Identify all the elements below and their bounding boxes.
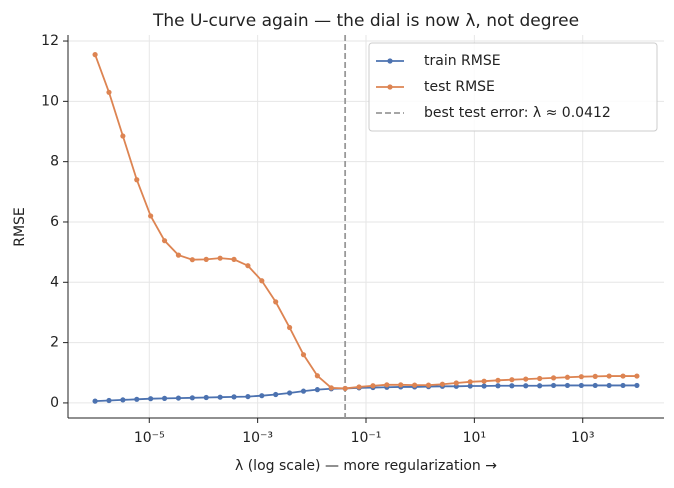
data-point [175, 395, 182, 401]
data-point [523, 376, 529, 382]
chart-title: The U-curve again — the dial is now λ, n… [152, 11, 579, 31]
data-point [161, 395, 168, 401]
data-point [370, 383, 376, 389]
data-point [481, 383, 487, 389]
data-point [273, 391, 279, 398]
data-point [300, 352, 307, 358]
legend-label: train RMSE [424, 53, 501, 69]
legend-marker [387, 84, 393, 90]
data-point [189, 257, 195, 263]
y-axis-label: RMSE [12, 207, 28, 247]
data-point [342, 385, 348, 392]
y-tick-label: 10 [41, 93, 59, 109]
data-point [259, 393, 265, 399]
data-point [634, 382, 640, 389]
x-tick-label: 10⁻⁵ [134, 430, 165, 446]
data-point [231, 394, 237, 400]
series-line [94, 54, 637, 390]
data-point [356, 384, 362, 390]
data-point [217, 394, 223, 400]
data-point [578, 374, 584, 380]
data-point [92, 52, 98, 58]
data-point [300, 388, 307, 394]
data-point [384, 382, 390, 388]
data-point [148, 396, 154, 402]
y-tick-label: 4 [50, 274, 59, 290]
series-line [95, 384, 637, 403]
data-point [467, 379, 473, 385]
data-point [231, 256, 237, 262]
y-tick-label: 12 [41, 33, 59, 49]
data-point [592, 382, 598, 389]
data-point [412, 382, 418, 388]
data-point [620, 373, 626, 379]
data-point [398, 382, 404, 388]
x-tick-label: 10³ [571, 430, 594, 446]
legend-box [368, 42, 658, 132]
data-point [620, 382, 626, 389]
data-point [314, 373, 320, 379]
data-point [606, 382, 612, 389]
data-point [495, 377, 501, 383]
data-point [189, 395, 195, 401]
x-axis-label: λ (log scale) — more regularization → [235, 458, 497, 474]
y-tick-label: 0 [50, 395, 59, 411]
data-point [134, 396, 140, 402]
data-point [634, 373, 640, 379]
data-point [286, 390, 293, 396]
data-point [425, 382, 432, 388]
y-tick-label: 8 [50, 154, 59, 170]
legend-marker [387, 58, 393, 64]
data-point [92, 398, 98, 404]
data-point [467, 383, 473, 389]
data-point [495, 383, 501, 389]
data-point [286, 324, 293, 331]
x-tick-label: 10¹ [463, 430, 486, 446]
x-tick-label: 10⁻³ [242, 430, 273, 446]
data-point [481, 378, 487, 384]
data-point [203, 256, 209, 262]
data-point [550, 382, 557, 389]
data-point [148, 213, 154, 219]
data-point [537, 375, 543, 382]
data-point [537, 383, 543, 389]
data-point [161, 238, 168, 244]
data-point [245, 393, 251, 400]
data-point [120, 133, 126, 139]
legend-label: best test error: λ ≈ 0.0412 [424, 105, 611, 121]
x-tick-label: 10⁻¹ [351, 430, 382, 446]
y-tick-label: 6 [50, 214, 59, 230]
data-point [175, 252, 182, 258]
data-point [328, 385, 334, 391]
data-point [592, 373, 598, 379]
data-point [606, 373, 612, 379]
data-point [245, 263, 251, 269]
data-point [203, 394, 209, 401]
data-point [106, 89, 112, 95]
data-point [273, 299, 279, 305]
data-point [578, 382, 584, 389]
data-point [509, 377, 515, 383]
data-point [453, 380, 459, 386]
data-point [509, 383, 515, 389]
data-point [259, 278, 265, 284]
data-point [134, 177, 140, 183]
data-point [314, 387, 320, 393]
data-point [523, 383, 529, 389]
y-tick-label: 2 [50, 335, 59, 351]
data-point [564, 382, 571, 389]
data-point [439, 381, 446, 387]
data-point [120, 397, 126, 403]
data-point [217, 255, 223, 261]
data-point [550, 375, 557, 381]
data-point [564, 374, 571, 380]
legend-label: test RMSE [424, 79, 495, 95]
legend: train RMSE test RMSE best test error: λ ≈ … [368, 42, 658, 132]
data-point [106, 397, 112, 404]
